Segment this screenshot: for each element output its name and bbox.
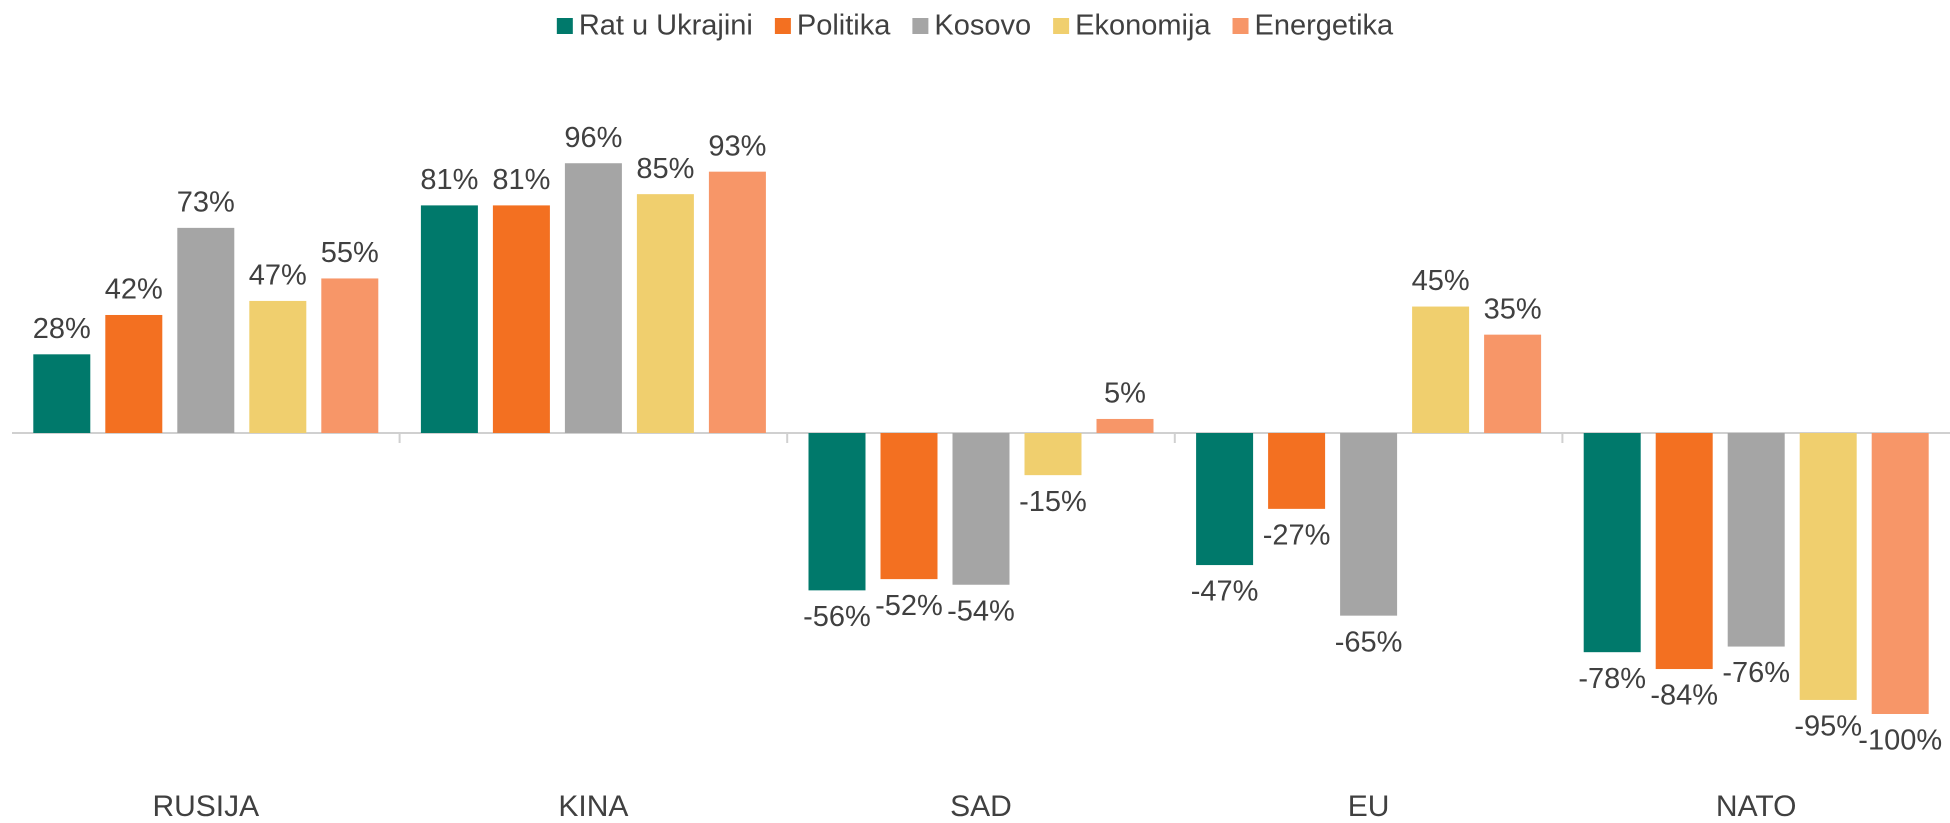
data-label: 35% — [1484, 293, 1542, 325]
bar — [321, 278, 379, 433]
data-label: 81% — [420, 164, 478, 196]
bar — [1583, 433, 1641, 653]
bar — [1024, 433, 1082, 476]
data-label: -54% — [947, 595, 1015, 627]
data-label: -52% — [875, 590, 943, 622]
bar — [880, 433, 938, 580]
bar — [708, 171, 766, 434]
data-label: -95% — [1794, 711, 1862, 743]
legend-label: Kosovo — [934, 10, 1031, 42]
data-label: -65% — [1335, 626, 1403, 658]
x-tick-label: KINA — [558, 790, 628, 823]
bar — [33, 354, 91, 433]
bar — [1799, 433, 1857, 700]
data-label: 45% — [1412, 265, 1470, 297]
data-label: -78% — [1578, 663, 1646, 695]
bar — [1096, 418, 1154, 433]
data-label: 93% — [708, 130, 766, 162]
x-tick-label: NATO — [1716, 790, 1797, 823]
data-label: -76% — [1722, 657, 1790, 689]
bar — [1727, 433, 1785, 647]
data-label: 5% — [1104, 378, 1146, 410]
bar — [105, 314, 163, 433]
bar — [1655, 433, 1713, 670]
data-label: 85% — [636, 153, 694, 185]
bar — [1412, 306, 1470, 433]
data-label: 73% — [177, 187, 235, 219]
bar — [1196, 433, 1254, 566]
bar — [564, 163, 622, 434]
bar — [952, 433, 1010, 585]
bar — [249, 300, 307, 433]
data-label: -27% — [1263, 520, 1331, 552]
bar — [1340, 433, 1398, 616]
data-label: 42% — [105, 274, 163, 306]
bar — [1484, 334, 1542, 433]
bar — [636, 194, 694, 433]
bar — [1871, 433, 1929, 714]
data-label: 96% — [564, 122, 622, 154]
x-tick-label: EU — [1348, 790, 1390, 823]
legend-label: Ekonomija — [1075, 10, 1211, 42]
bar — [808, 433, 866, 591]
legend-swatch — [1232, 18, 1249, 34]
bar — [492, 205, 550, 433]
legend-label: Rat u Ukrajini — [579, 10, 753, 42]
legend-swatch — [556, 18, 573, 34]
x-tick-label: SAD — [950, 790, 1012, 823]
legend-swatch — [1053, 18, 1070, 34]
legend-label: Politika — [797, 10, 891, 42]
data-label: 28% — [33, 313, 91, 345]
data-label: 81% — [492, 164, 550, 196]
data-label: -100% — [1858, 725, 1942, 757]
bar — [177, 227, 235, 433]
bar — [420, 205, 478, 433]
legend-label: Energetika — [1255, 10, 1395, 42]
data-label: -56% — [803, 601, 871, 633]
bar — [1268, 433, 1326, 509]
legend-swatch — [774, 18, 791, 34]
data-label: 47% — [249, 260, 307, 292]
legend-swatch — [912, 18, 929, 34]
x-tick-label: RUSIJA — [152, 790, 259, 823]
data-label: -15% — [1019, 486, 1087, 518]
data-label: 55% — [321, 237, 379, 269]
data-label: -47% — [1191, 576, 1259, 608]
data-label: -84% — [1650, 680, 1718, 712]
